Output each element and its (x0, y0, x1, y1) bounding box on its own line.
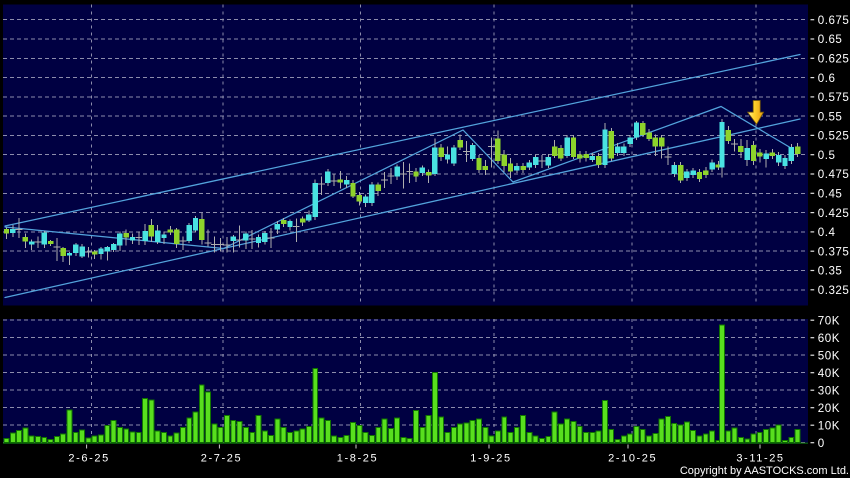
svg-text:2-10-25: 2-10-25 (608, 453, 657, 465)
svg-text:0.675: 0.675 (818, 14, 850, 27)
svg-text:0.625: 0.625 (818, 53, 850, 66)
svg-text:0.45: 0.45 (818, 188, 843, 201)
svg-text:40K: 40K (818, 367, 840, 380)
svg-text:0.525: 0.525 (818, 130, 850, 143)
svg-text:Copyright by AASTOCKS.com Ltd.: Copyright by AASTOCKS.com Ltd. (680, 465, 849, 477)
svg-text:10K: 10K (818, 419, 840, 432)
svg-text:0.65: 0.65 (818, 33, 843, 46)
svg-text:0.475: 0.475 (818, 168, 850, 181)
svg-text:50K: 50K (818, 349, 840, 362)
svg-text:3-11-25: 3-11-25 (736, 453, 784, 465)
svg-text:0: 0 (818, 437, 825, 450)
svg-text:0.325: 0.325 (818, 284, 850, 297)
svg-text:1-9-25: 1-9-25 (470, 453, 511, 465)
svg-text:0.375: 0.375 (818, 245, 850, 258)
svg-text:0.575: 0.575 (818, 91, 850, 104)
svg-text:2-7-25: 2-7-25 (201, 453, 242, 465)
svg-text:0.55: 0.55 (818, 110, 843, 123)
svg-text:0.4: 0.4 (818, 226, 836, 239)
svg-text:70K: 70K (818, 314, 840, 327)
svg-text:30K: 30K (818, 384, 840, 397)
svg-text:60K: 60K (818, 332, 840, 345)
svg-text:2-6-25: 2-6-25 (68, 453, 109, 465)
svg-text:20K: 20K (818, 402, 840, 415)
svg-text:0.425: 0.425 (818, 207, 850, 220)
svg-text:0.5: 0.5 (818, 149, 836, 162)
svg-text:0.6: 0.6 (818, 72, 836, 85)
svg-text:0.35: 0.35 (818, 265, 843, 278)
svg-text:1-8-25: 1-8-25 (337, 453, 378, 465)
